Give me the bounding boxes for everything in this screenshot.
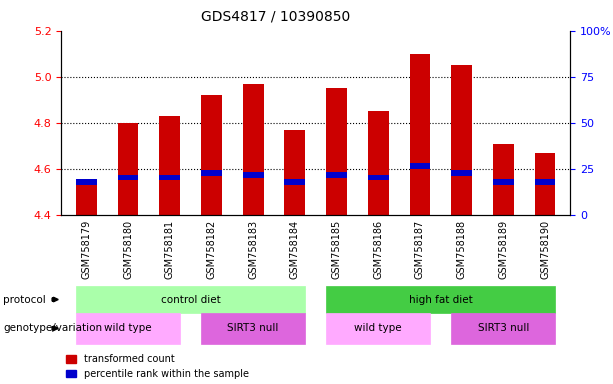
Bar [409, 54, 430, 215]
Bar [284, 130, 305, 215]
Bar [493, 179, 514, 185]
Bar [118, 123, 139, 215]
Bar [368, 111, 389, 215]
Bar [76, 185, 97, 215]
Bar [159, 175, 180, 180]
Text: high fat diet: high fat diet [409, 295, 473, 305]
Bar [118, 175, 139, 180]
Text: protocol: protocol [3, 295, 46, 305]
Text: genotype/variation: genotype/variation [3, 323, 102, 333]
Bar [201, 95, 222, 215]
Bar [451, 65, 472, 215]
Bar [535, 179, 555, 185]
Text: wild type: wild type [104, 323, 152, 333]
Bar [535, 153, 555, 215]
Text: GDS4817 / 10390850: GDS4817 / 10390850 [201, 10, 351, 23]
Bar [451, 170, 472, 176]
Bar [493, 144, 514, 215]
Text: control diet: control diet [161, 295, 221, 305]
Text: SIRT3 null: SIRT3 null [227, 323, 279, 333]
Bar [409, 163, 430, 169]
Bar [76, 179, 97, 185]
Text: SIRT3 null: SIRT3 null [478, 323, 529, 333]
Bar [201, 170, 222, 176]
Bar [243, 84, 264, 215]
Legend: transformed count, percentile rank within the sample: transformed count, percentile rank withi… [66, 354, 249, 379]
Bar [326, 172, 347, 178]
Bar [326, 88, 347, 215]
Text: wild type: wild type [354, 323, 402, 333]
Bar [159, 116, 180, 215]
Bar [368, 175, 389, 180]
Bar [243, 172, 264, 178]
Bar [284, 179, 305, 185]
